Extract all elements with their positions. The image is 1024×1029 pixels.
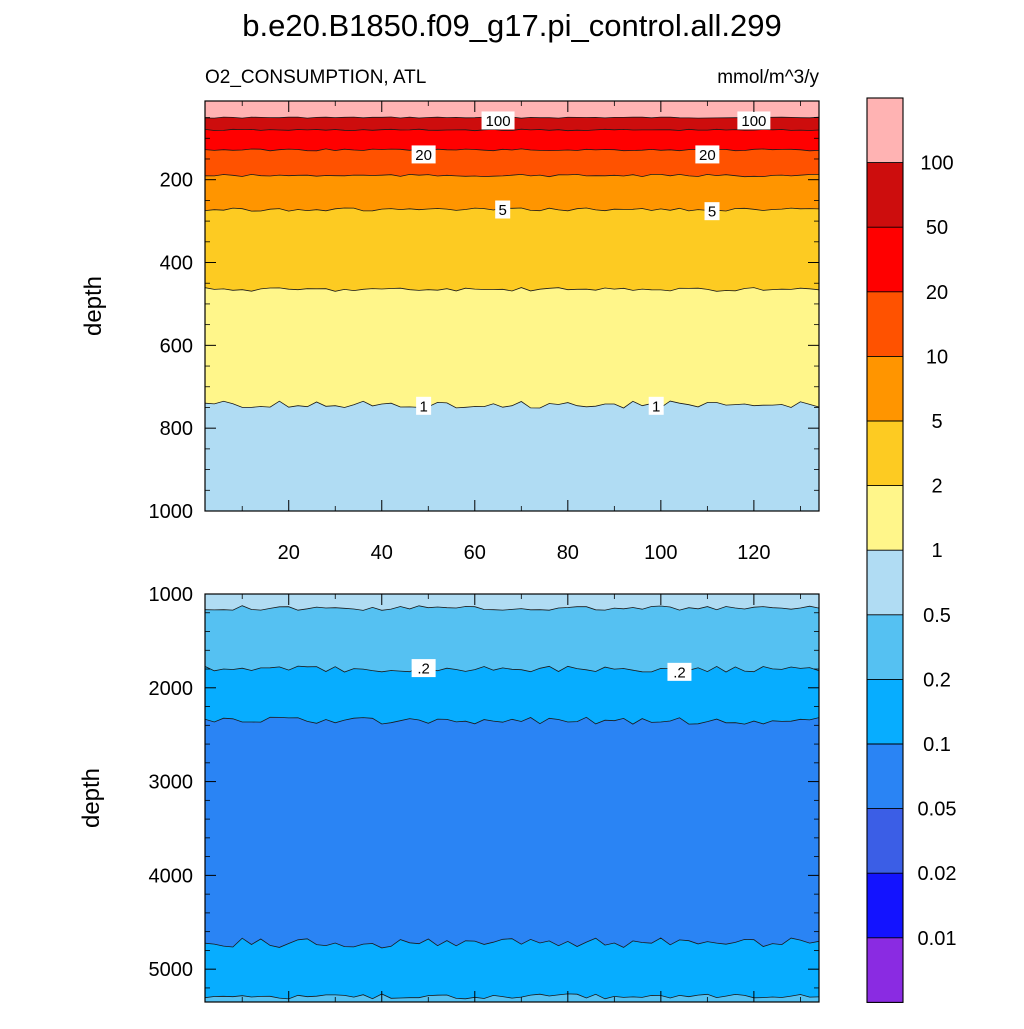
colorbar-label: 0.05 [918, 799, 957, 821]
colorbar-label: 0.01 [918, 928, 957, 950]
upper-contour-label: 100 [486, 113, 511, 130]
lower-y-tick-label: 1000 [149, 584, 194, 606]
lower-y-tick-label: 2000 [149, 678, 194, 700]
upper-depth-panel: 100 100 20 20 5 5 1 1 200 400 600 800 1000 20 40 60 80 1… [80, 100, 820, 564]
colorbar-label: 0.02 [918, 863, 957, 885]
colorbar-swatch [867, 614, 903, 680]
upper-y-tick-label: 600 [160, 335, 193, 357]
colorbar-label: 0.2 [923, 669, 951, 691]
colorbar-label: 2 [931, 476, 942, 498]
lower-contour-line-3 [205, 937, 819, 949]
colorbar: 100 50 20 10 5 2 1 0.5 0.2 0.1 0.05 0.02 0.01 [866, 97, 957, 1003]
upper-contour-label: 1 [652, 398, 660, 415]
colorbar-swatch [867, 421, 903, 487]
colorbar-swatch [867, 291, 903, 357]
upper-contour-line-3 [205, 173, 819, 178]
upper-contour-label-bg [481, 111, 515, 130]
colorbar-label: 100 [920, 153, 953, 175]
upper-y-tick-label: 1000 [149, 501, 194, 523]
upper-x-tick-label: 40 [371, 542, 393, 564]
upper-contour-label: 1 [419, 398, 427, 415]
upper-x-tick-label: 120 [737, 542, 770, 564]
upper-contour-label: 20 [415, 147, 432, 164]
upper-x-tick-label: 20 [278, 542, 300, 564]
colorbar-swatch [867, 808, 903, 874]
lower-contour-label-bg [667, 662, 692, 681]
colorbar-swatch [867, 937, 903, 1003]
lower-band-4 [205, 938, 819, 999]
upper-y-tick-label: 800 [160, 418, 193, 440]
upper-contour-label-bg [495, 200, 511, 219]
upper-plot-frame [204, 100, 820, 512]
upper-contour-label: 100 [741, 113, 766, 130]
upper-band-5 [205, 208, 819, 292]
colorbar-swatch [867, 873, 903, 939]
colorbar-swatch [867, 356, 903, 422]
colorbar-label: 20 [926, 282, 948, 304]
upper-contour-label-bg [695, 145, 720, 164]
lower-y-tick-label: 5000 [149, 959, 194, 981]
lower-contour-label-bg [411, 659, 436, 678]
upper-contour-line-6 [205, 400, 819, 409]
upper-band-4 [205, 174, 819, 212]
upper-y-tick-label: 400 [160, 253, 193, 275]
colorbar-label: 0.5 [923, 605, 951, 627]
colorbar-swatch [867, 550, 903, 616]
upper-contour-line-5 [205, 287, 819, 292]
upper-band-7 [205, 401, 819, 511]
colorbar-label: 50 [926, 217, 948, 239]
left-subtitle: O2_CONSUMPTION, ATL [205, 67, 426, 88]
lower-contour-label: .2 [673, 664, 686, 681]
upper-contour-line-1 [205, 128, 819, 132]
upper-x-tick-label: 60 [464, 542, 486, 564]
lower-band-1 [205, 605, 819, 672]
colorbar-swatch [867, 227, 903, 293]
colorbar-frame [866, 97, 904, 1003]
colorbar-label: 0.1 [923, 734, 951, 756]
upper-band-0 [205, 101, 819, 119]
upper-contour-label: 20 [699, 147, 716, 164]
upper-band-6 [205, 287, 819, 408]
lower-contour-line-4 [205, 993, 819, 1000]
colorbar-label: 5 [931, 411, 942, 433]
upper-x-tick-label: 100 [644, 542, 677, 564]
colorbar-swatch [867, 744, 903, 810]
lower-band-3 [205, 717, 819, 948]
colorbar-swatch [867, 485, 903, 551]
upper-x-tick-label: 80 [557, 542, 579, 564]
lower-contour-line-0 [205, 605, 819, 611]
upper-y-axis-label: depth [80, 276, 107, 336]
figure-title: b.e20.B1850.f09_g17.pi_control.all.299 [242, 8, 782, 43]
colorbar-swatch [867, 679, 903, 745]
colorbar-label: 10 [926, 346, 948, 368]
lower-depth-panel: .2 .2 1000 2000 3000 4000 5000 depth [78, 584, 820, 1003]
colorbar-swatch [867, 162, 903, 228]
colorbar-label: 1 [931, 540, 942, 562]
lower-contour-label: .2 [417, 661, 430, 678]
lower-plot-frame [204, 593, 820, 1003]
upper-contour-label-bg [704, 202, 720, 221]
upper-band-3 [205, 148, 819, 177]
lower-contour-line-1 [205, 665, 819, 673]
lower-y-tick-label: 4000 [149, 865, 194, 887]
upper-band-2 [205, 129, 819, 151]
upper-contour-label: 5 [499, 202, 507, 219]
right-subtitle: mmol/m^3/y [717, 67, 819, 88]
lower-band-2 [205, 666, 819, 725]
upper-y-tick-label: 200 [160, 170, 193, 192]
lower-y-axis-label: depth [78, 768, 105, 828]
lower-y-tick-label: 3000 [149, 772, 194, 794]
colorbar-swatch [867, 98, 903, 164]
upper-contour-label-bg [416, 396, 432, 415]
upper-contour-label-bg [411, 145, 436, 164]
upper-contour-label-bg [648, 396, 664, 415]
lower-contour-line-2 [205, 716, 819, 725]
upper-contour-label-bg [737, 111, 771, 130]
upper-contour-label: 5 [708, 204, 716, 221]
